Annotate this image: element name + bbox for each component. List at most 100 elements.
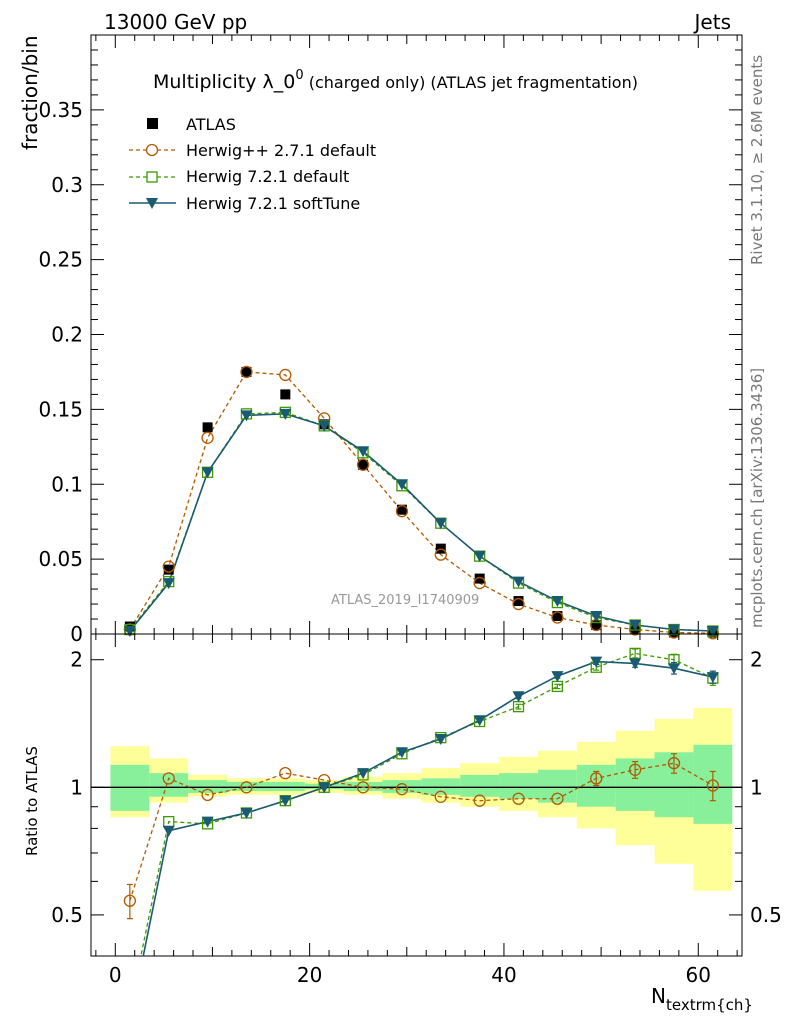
ratio-point-herwigpp [667, 757, 681, 770]
ratio-point-softtune [629, 658, 642, 670]
ratio-point-softtune [279, 795, 292, 807]
main-point-herwigpp [434, 548, 447, 561]
main-point-softtune [240, 410, 253, 422]
ratio-band-inner [421, 778, 461, 795]
legend: ATLAS Herwig++ 2.7.1 default Herwig 7.2.… [129, 115, 376, 213]
legend-label-softtune: Herwig 7.2.1 softTune [186, 194, 360, 213]
ratio-point-softtune [434, 734, 447, 746]
main-point-atlas [552, 611, 563, 622]
ratio-point-herwig721 [125, 1004, 135, 1014]
main-point-softtune [590, 611, 603, 623]
legend-item-herwig721: Herwig 7.2.1 default [129, 167, 349, 186]
main-title: Multiplicity λ_00 (charged only) (ATLAS … [153, 68, 638, 93]
ratio-point-herwigpp [590, 772, 603, 785]
header-left-label: 13000 GeV pp [104, 10, 247, 34]
ratio-point-herwigpp [162, 772, 175, 785]
main-point-herwigpp [395, 505, 409, 518]
ratio-series-group [123, 647, 720, 1014]
ratio-line-herwigpp [129, 762, 714, 901]
ratio-band-inner [382, 780, 422, 793]
ratio-ytick-label-right: 0.5 [750, 903, 782, 927]
main-title-main: Multiplicity λ_0 [153, 71, 295, 93]
legend-label-atlas: ATLAS [186, 115, 236, 134]
main-point-softtune [123, 626, 136, 638]
main-point-atlas [474, 573, 485, 584]
ratio-xtick-label: 0 [109, 963, 122, 987]
main-point-atlas [358, 459, 369, 470]
main-ytick-label: 0 [70, 622, 83, 646]
ratio-band-inner [460, 774, 500, 797]
ratio-band-inner [265, 781, 305, 792]
ratio-band-inner [537, 769, 577, 803]
main-ytick-label: 0.05 [38, 547, 83, 571]
main-point-herwigpp [240, 365, 253, 379]
ratio-band-inner [188, 780, 228, 793]
ratio-point-herwigpp [395, 783, 409, 796]
main-plot-area: 0 0.05 0.1 0.15 0.2 0.25 0.3 0.35 [38, 34, 743, 646]
main-point-softtune [512, 576, 525, 588]
ratio-point-herwigpp [356, 781, 370, 794]
main-point-atlas [202, 422, 213, 433]
main-point-herwigpp [279, 368, 292, 382]
main-point-softtune [551, 596, 564, 608]
main-point-herwigpp [473, 576, 486, 590]
ratio-point-softtune [201, 816, 214, 828]
ratio-xtick-label: 40 [491, 963, 516, 987]
ratio-point-softtune [590, 656, 603, 668]
ratio-xtick-label: 20 [297, 963, 322, 987]
ratio-point-softtune [473, 715, 486, 727]
ratio-plot-area: 0 20 40 60 0.5 0.5 1 1 2 2 [51, 633, 782, 1014]
main-point-herwigpp [356, 458, 370, 471]
main-point-herwigpp [201, 431, 214, 444]
main-ylabel: fraction/bin [18, 36, 42, 151]
ratio-point-herwig721 [629, 647, 641, 660]
ratio-point-softtune [318, 782, 331, 794]
ratio-ytick-label-right: 2 [750, 648, 763, 672]
main-line-softtune [129, 413, 713, 632]
analysis-watermark: ATLAS_2019_I1740909 [331, 593, 479, 608]
ratio-xtick-label: 60 [686, 963, 711, 987]
ratio-point-herwigpp [240, 781, 253, 794]
main-title-rest: (charged only) (ATLAS jet fragmentation) [304, 73, 638, 92]
ratio-point-softtune [706, 672, 719, 684]
ratio-point-herwigpp [706, 779, 720, 792]
legend-item-atlas: ATLAS [147, 115, 236, 134]
main-point-softtune [434, 518, 447, 530]
legend-label-herwigpp: Herwig++ 2.7.1 default [186, 141, 376, 160]
main-point-softtune [318, 420, 331, 432]
ratio-point-herwigpp [201, 788, 214, 801]
main-point-atlas [396, 504, 407, 515]
ratio-line-softtune [142, 660, 714, 956]
ratio-point-softtune [240, 807, 253, 819]
ratio-point-softtune [512, 691, 525, 703]
header-right-label: Jets [693, 10, 731, 34]
main-ytick-label: 0.25 [38, 248, 83, 272]
main-point-softtune [201, 467, 214, 479]
ratio-band-inner [149, 773, 189, 797]
legend-marker-herwig721 [146, 171, 158, 183]
legend-marker-herwigpp [145, 143, 159, 157]
ratio-band-inner [499, 773, 538, 799]
main-point-softtune [473, 551, 486, 563]
main-point-softtune [667, 624, 680, 636]
main-point-atlas [163, 564, 174, 575]
ratio-xlabel-sub: textrm{ch} [666, 996, 753, 1014]
ratio-point-herwigpp [551, 792, 564, 805]
ratio-ytick-label-left: 1 [70, 775, 83, 799]
legend-marker-atlas [147, 118, 158, 129]
main-point-herwigpp [551, 611, 564, 624]
ratio-point-herwigpp [628, 763, 642, 776]
ratio-ylabel: Ratio to ATLAS [23, 746, 41, 856]
ratio-band-inner [343, 781, 383, 792]
main-point-herwigpp [162, 560, 175, 573]
main-line-herwigpp [129, 371, 713, 634]
rivet-label: Rivet 3.1.10, ≥ 2.6M events [748, 55, 766, 265]
ratio-point-herwigpp [279, 767, 292, 780]
ratio-ytick-label-right: 1 [750, 775, 763, 799]
main-point-atlas [513, 596, 524, 607]
ratio-point-herwigpp [434, 790, 447, 803]
main-ytick-label: 0.35 [38, 98, 83, 122]
main-point-atlas [591, 620, 602, 631]
